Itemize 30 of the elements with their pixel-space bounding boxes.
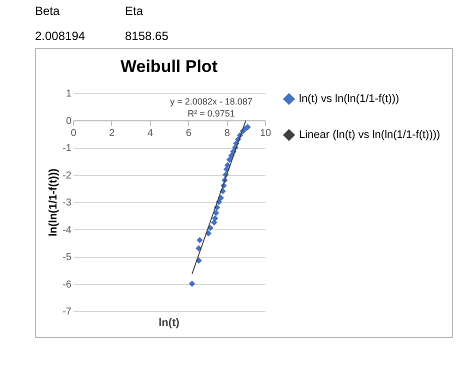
point [188, 280, 196, 287]
x-tick-label: 10 [260, 128, 272, 139]
x-axis-title: ln(t) [158, 317, 180, 329]
legend-label: ln(t) vs ln(ln(1/1-f(t))) [299, 93, 400, 105]
y-tick-label: -5 [62, 252, 72, 263]
text: Eta [125, 4, 144, 20]
chart-title: Weibull Plot [120, 57, 218, 76]
x-tick-label: 8 [224, 128, 230, 139]
legend-label: Linear (ln(t) vs ln(ln(1/1-f(t)))) [299, 129, 440, 141]
y-tick-label: -4 [62, 224, 72, 236]
y-tick-label: -7 [62, 306, 72, 318]
y-tick-label: -1 [62, 143, 72, 154]
y-axis-title: ln(ln(1/1-f(t))) [48, 168, 60, 236]
annotation: y = 2.0082x - 18.087 [170, 96, 252, 107]
x-tick-label: 6 [186, 128, 192, 139]
text: 8158.65 [125, 29, 170, 45]
y-tick-label: 0 [66, 116, 72, 127]
text: 2.008194 [35, 29, 86, 45]
y-tick-label: 1 [66, 88, 72, 100]
point [224, 162, 231, 168]
y-tick-label: -3 [62, 198, 72, 208]
x-tick-label: 4 [148, 128, 154, 139]
y-tick-label: -6 [62, 279, 72, 290]
text: Beta [35, 4, 61, 20]
x-tick-label: 2 [109, 128, 116, 139]
annotation: R² = 0.9751 [188, 108, 235, 119]
y-tick-label: -2 [62, 170, 72, 182]
point [212, 215, 218, 222]
point [212, 210, 220, 216]
point [196, 236, 203, 244]
